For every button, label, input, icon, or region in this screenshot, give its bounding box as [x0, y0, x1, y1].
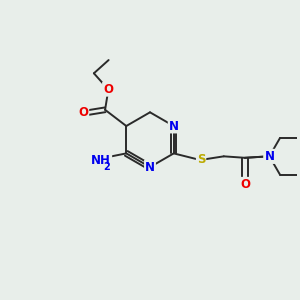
Text: 2: 2: [103, 162, 110, 172]
Text: O: O: [240, 178, 250, 191]
Text: N: N: [264, 150, 274, 163]
Text: N: N: [264, 150, 274, 163]
Text: S: S: [197, 153, 205, 167]
Text: N: N: [169, 119, 179, 133]
Text: O: O: [78, 106, 88, 119]
Text: N: N: [145, 160, 155, 174]
Text: O: O: [103, 83, 113, 96]
Text: NH: NH: [91, 154, 111, 167]
